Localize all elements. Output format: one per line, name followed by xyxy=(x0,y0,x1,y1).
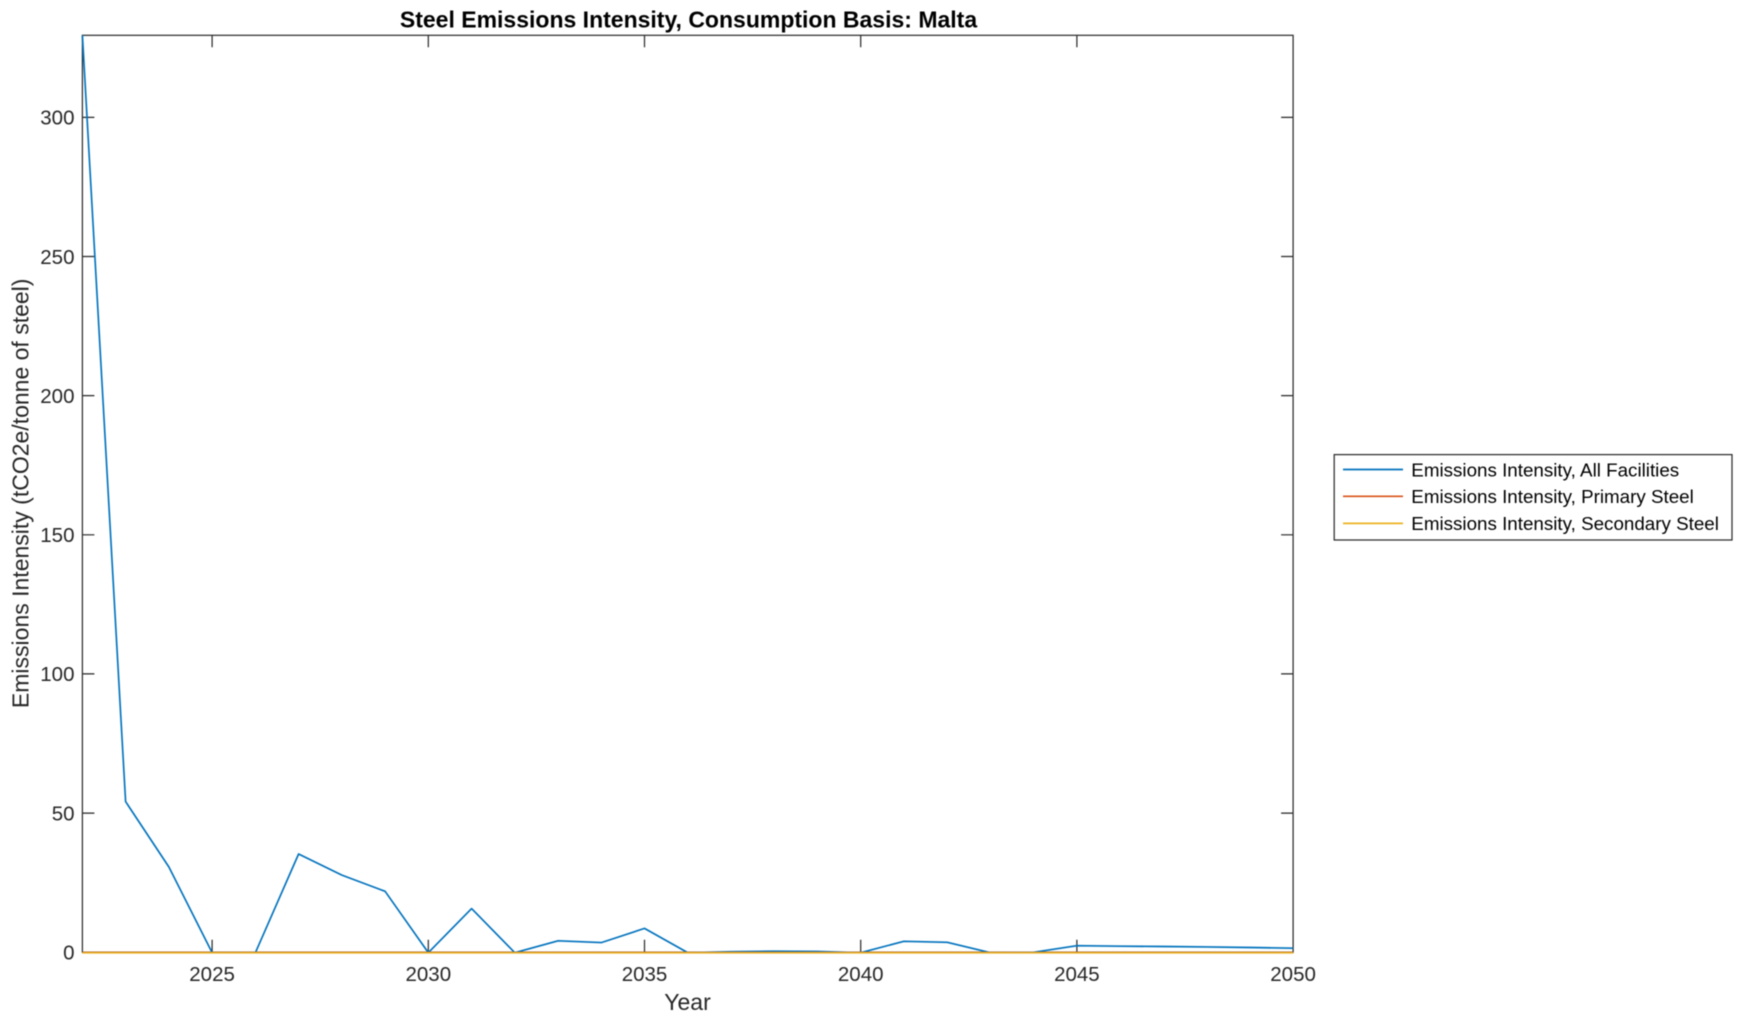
svg-text:2025: 2025 xyxy=(189,963,235,986)
svg-text:2045: 2045 xyxy=(1054,963,1100,986)
svg-text:2030: 2030 xyxy=(405,963,451,986)
svg-text:150: 150 xyxy=(40,524,74,547)
svg-text:Emissions Intensity, All Facil: Emissions Intensity, All Facilities xyxy=(1411,459,1679,480)
svg-text:Emissions Intensity, Secondary: Emissions Intensity, Secondary Steel xyxy=(1411,513,1719,534)
svg-text:2040: 2040 xyxy=(838,963,884,986)
svg-text:0: 0 xyxy=(63,942,74,965)
svg-text:Emissions Intensity, Primary S: Emissions Intensity, Primary Steel xyxy=(1411,486,1694,507)
svg-text:2035: 2035 xyxy=(622,963,668,986)
svg-text:Year: Year xyxy=(664,989,711,1015)
svg-text:2050: 2050 xyxy=(1270,963,1316,986)
svg-text:100: 100 xyxy=(40,663,74,686)
svg-text:Emissions Intensity (tCO2e/ton: Emissions Intensity (tCO2e/tonne of stee… xyxy=(8,279,34,709)
svg-text:50: 50 xyxy=(52,802,75,825)
svg-text:300: 300 xyxy=(40,107,74,130)
svg-text:Steel Emissions Intensity, Con: Steel Emissions Intensity, Consumption B… xyxy=(400,7,977,33)
svg-text:200: 200 xyxy=(40,385,74,408)
svg-text:250: 250 xyxy=(40,246,74,269)
